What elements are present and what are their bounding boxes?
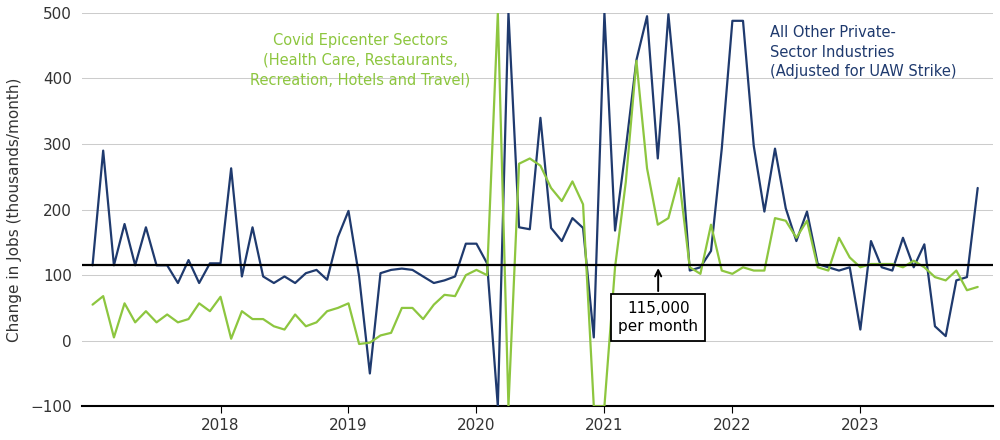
Text: 115,000
per month: 115,000 per month bbox=[618, 270, 698, 334]
Text: Covid Epicenter Sectors
(Health Care, Restaurants,
Recreation, Hotels and Travel: Covid Epicenter Sectors (Health Care, Re… bbox=[250, 33, 470, 87]
Y-axis label: Change in Jobs (thousands/month): Change in Jobs (thousands/month) bbox=[7, 77, 22, 342]
Text: All Other Private-
Sector Industries
(Adjusted for UAW Strike): All Other Private- Sector Industries (Ad… bbox=[770, 25, 956, 79]
